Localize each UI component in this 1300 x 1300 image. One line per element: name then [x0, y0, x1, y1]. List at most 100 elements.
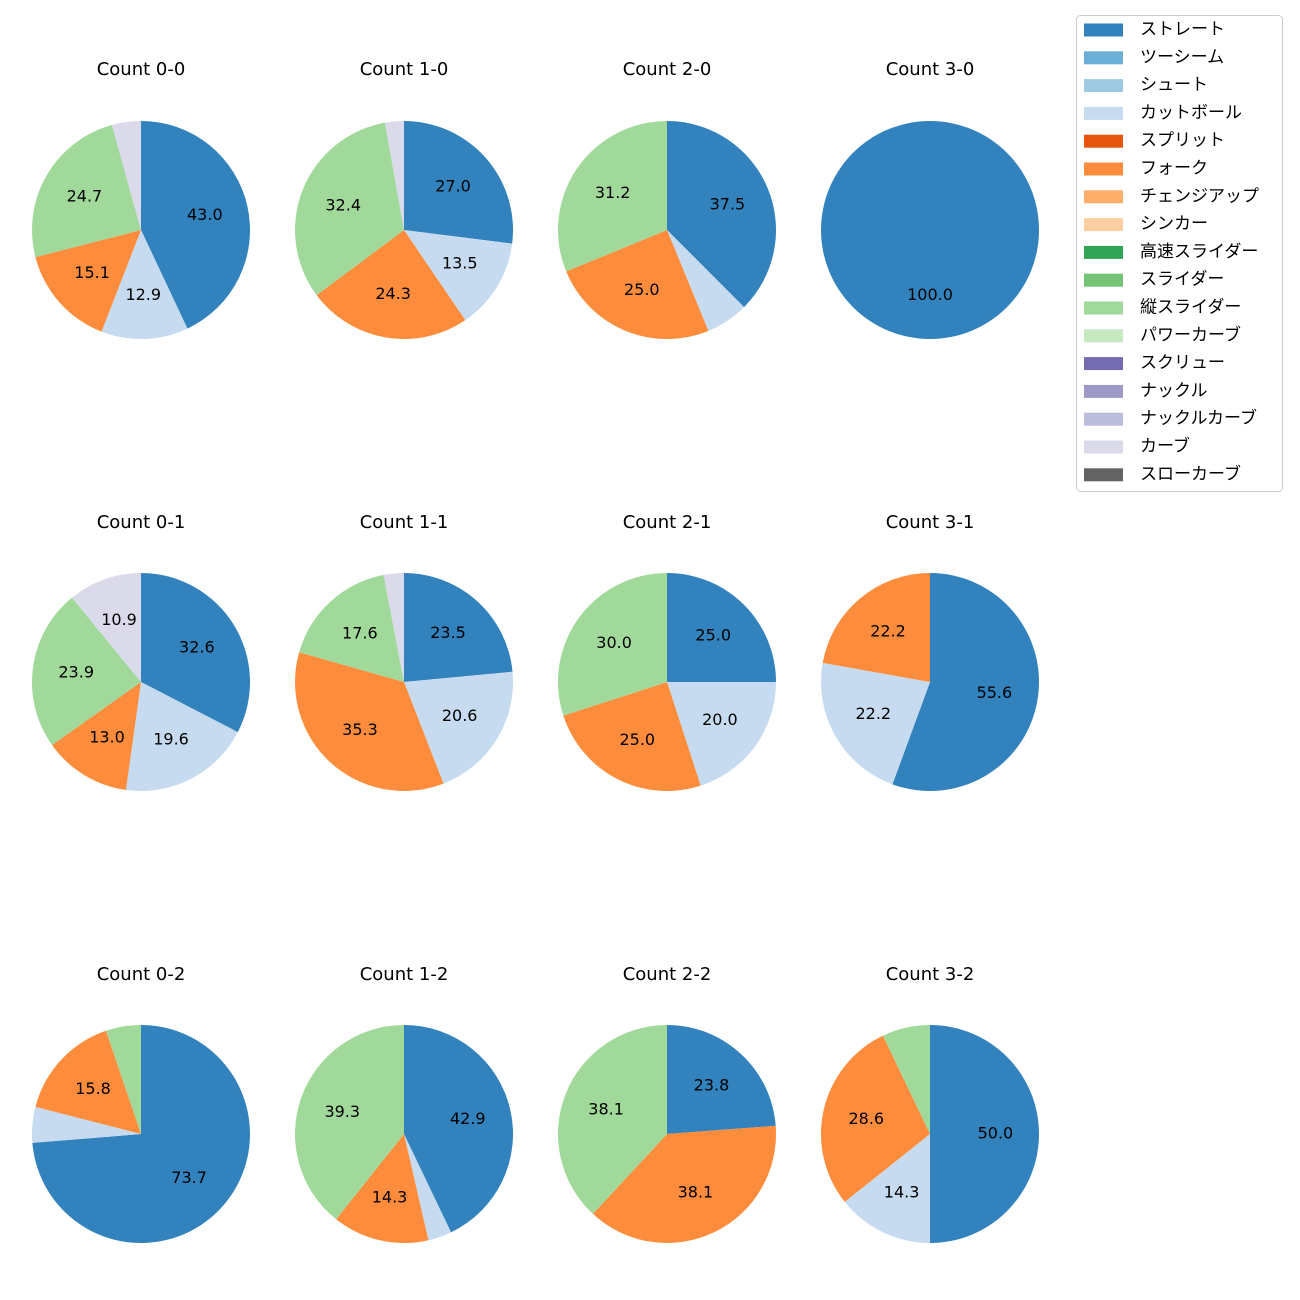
pie-slice — [563, 682, 701, 792]
legend-label: ナックルカーブ — [1140, 408, 1257, 429]
pie-slice — [141, 573, 251, 733]
legend-label: カットボール — [1140, 103, 1242, 123]
legend-swatch — [1084, 412, 1123, 426]
legend-swatch — [1084, 190, 1123, 204]
pie-slice — [111, 121, 141, 230]
pie-slice — [558, 121, 667, 272]
pie-slice — [294, 122, 404, 296]
pie-slice — [667, 682, 776, 786]
pie-slice — [101, 230, 188, 340]
slice-value-label: 13.5 — [442, 254, 478, 273]
pie-slice — [667, 230, 745, 331]
chart-title: Count 1-0 — [360, 59, 449, 80]
legend-item: シュート — [1084, 75, 1208, 95]
slice-value-label: 30.0 — [596, 633, 632, 652]
pie-slice — [295, 652, 444, 792]
pie-slice — [592, 1125, 776, 1243]
legend: ストレートツーシームシュートカットボールスプリットフォークチェンジアップシンカー… — [1076, 15, 1283, 492]
pie-chart: Count 2-2 23.8 38.1 38.1 — [558, 964, 776, 1243]
legend-label: フォーク — [1140, 159, 1208, 179]
legend-item: スプリット — [1084, 131, 1225, 151]
legend-swatch — [1084, 245, 1123, 259]
pie-slice — [404, 230, 513, 321]
slice-value-label: 42.9 — [450, 1109, 486, 1128]
pie-slice — [882, 1025, 930, 1134]
pie-slice — [404, 121, 513, 244]
slice-value-label: 38.1 — [678, 1182, 714, 1201]
pie-slice — [35, 230, 141, 332]
pie-slice — [31, 597, 141, 745]
legend-swatch — [1084, 79, 1123, 93]
legend-label: シンカー — [1140, 214, 1208, 234]
slice-value-label: 31.2 — [595, 183, 631, 202]
slice-value-label: 12.9 — [125, 285, 161, 304]
legend-item: 高速スライダー — [1084, 242, 1258, 262]
chart-title: Count 0-0 — [97, 59, 186, 80]
pie-slice — [566, 230, 709, 339]
slice-value-label: 32.4 — [325, 195, 361, 214]
slice-value-label: 10.9 — [101, 610, 137, 629]
pie-charts: Count 0-0 43.0 12.9 15.1 24.7 Count 1-0 27.0 13… — [31, 59, 1040, 1243]
legend-label: カーブ — [1140, 436, 1190, 457]
legend-item: シンカー — [1084, 214, 1208, 234]
chart-title: Count 0-1 — [97, 512, 186, 533]
legend-swatch — [1084, 440, 1123, 454]
legend-swatch — [1084, 384, 1123, 398]
slice-value-label: 17.6 — [342, 623, 378, 642]
legend-label: ストレート — [1140, 20, 1225, 40]
pie-slice — [52, 682, 141, 790]
slice-value-label: 23.9 — [58, 663, 94, 682]
slice-value-label: 55.6 — [977, 683, 1013, 702]
pie-slice — [404, 1134, 452, 1241]
pie-slice — [930, 1025, 1039, 1243]
pie-slice — [667, 1025, 776, 1134]
legend-swatch — [1084, 301, 1123, 315]
pie-slice — [821, 121, 1039, 339]
slice-value-label: 15.8 — [75, 1079, 111, 1098]
slice-value-label: 24.3 — [375, 284, 411, 303]
pie-slice — [558, 1025, 667, 1214]
pie-slice — [667, 121, 776, 308]
chart-title: Count 0-2 — [97, 964, 186, 985]
legend-item: フォーク — [1084, 159, 1208, 179]
slice-value-label: 19.6 — [153, 730, 189, 749]
slice-value-label: 100.0 — [907, 285, 953, 304]
slice-value-label: 22.2 — [870, 621, 906, 640]
pie-slice — [821, 1035, 930, 1202]
legend-swatch — [1084, 329, 1123, 343]
pie-chart: Count 2-1 25.0 20.0 25.0 30.0 — [557, 512, 776, 792]
slice-value-label: 25.0 — [624, 280, 660, 299]
pie-slice — [404, 671, 514, 784]
pie-slice — [822, 572, 930, 682]
chart-title: Count 1-2 — [360, 964, 449, 985]
slice-value-label: 37.5 — [710, 194, 746, 213]
legend-swatch — [1084, 273, 1123, 287]
slice-value-label: 28.6 — [848, 1109, 884, 1128]
legend-label: パワーカーブ — [1140, 324, 1241, 345]
legend-swatch — [1084, 357, 1123, 371]
slice-value-label: 14.3 — [884, 1182, 920, 1201]
pie-slice — [404, 573, 513, 682]
pie-slice — [557, 573, 667, 716]
legend-label: スライダー — [1140, 270, 1224, 290]
legend-label: ナックル — [1140, 381, 1208, 401]
pie-slice — [31, 1106, 141, 1143]
pie-chart: Count 1-0 27.0 13.5 24.3 32.4 — [294, 59, 513, 339]
chart-title: Count 2-0 — [623, 59, 712, 80]
legend-item: ツーシーム — [1084, 47, 1224, 67]
slice-value-label: 25.0 — [695, 625, 731, 644]
slice-value-label: 73.7 — [171, 1168, 207, 1187]
slice-value-label: 23.5 — [430, 623, 466, 642]
slice-value-label: 32.6 — [179, 638, 215, 657]
legend-label: チェンジアップ — [1140, 186, 1259, 206]
legend-item: ナックルカーブ — [1084, 408, 1257, 429]
pie-chart: Count 1-1 23.5 20.6 35.3 17.6 — [295, 512, 514, 792]
pie-slice — [106, 1025, 141, 1134]
slice-value-label: 23.8 — [694, 1076, 730, 1095]
legend-item: ナックル — [1084, 381, 1208, 401]
legend-label: 高速スライダー — [1140, 242, 1258, 262]
legend-frame — [1076, 15, 1283, 492]
pie-chart: Count 0-1 32.6 19.6 13.0 23.9 10.9 — [31, 512, 251, 791]
slice-value-label: 39.3 — [324, 1102, 360, 1121]
